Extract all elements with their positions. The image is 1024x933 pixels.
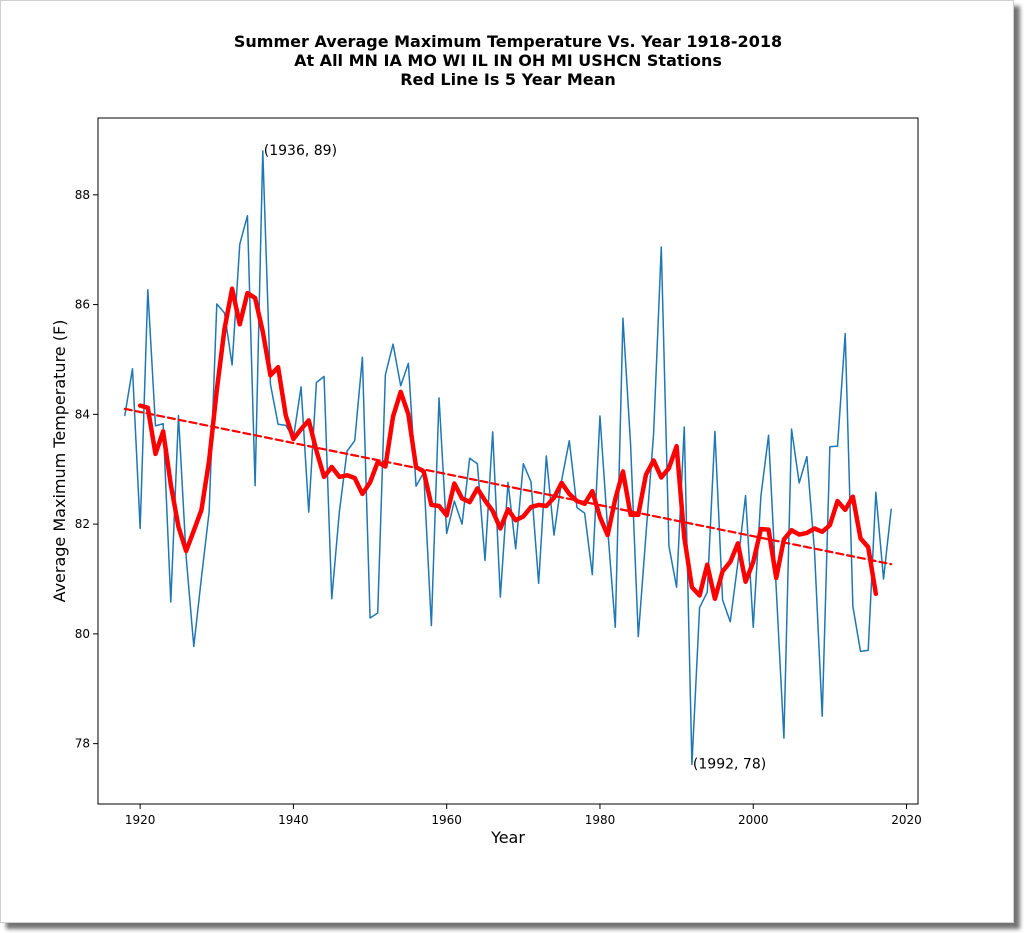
annotation-label: (1936, 89) xyxy=(264,143,337,159)
x-tick-label: 2000 xyxy=(738,813,769,827)
y-tick-label: 84 xyxy=(75,407,90,421)
x-axis-label: Year xyxy=(490,828,525,847)
y-tick-label: 82 xyxy=(75,517,90,531)
annual-series-line xyxy=(124,150,892,766)
plot-area: (1936, 89) (1992, 78) xyxy=(123,143,893,772)
five-year-mean-line xyxy=(137,286,879,601)
plot-frame xyxy=(97,117,919,805)
y-tick-label: 80 xyxy=(75,627,90,641)
y-tick-label: 78 xyxy=(75,737,90,751)
axis-ticks: 1920 1940 1960 1980 2000 2020 78 80 82 84 86 88 xyxy=(75,188,922,827)
chart-title-line-1: Summer Average Maximum Temperature Vs. Y… xyxy=(234,32,782,51)
chart-title-line-3: Red Line Is 5 Year Mean xyxy=(400,70,616,89)
y-tick-label: 88 xyxy=(75,188,90,202)
x-tick-label: 1980 xyxy=(585,813,616,827)
x-tick-label: 2020 xyxy=(891,813,922,827)
annotation-label: (1992, 78) xyxy=(693,756,766,772)
trend-line xyxy=(123,407,893,566)
x-tick-label: 1920 xyxy=(125,813,156,827)
chart-title-line-2: At All MN IA MO WI IL IN OH MI USHCN Sta… xyxy=(294,51,722,70)
x-tick-label: 1940 xyxy=(278,813,309,827)
x-tick-label: 1960 xyxy=(431,813,462,827)
y-axis-label: Average Maximum Temperature (F) xyxy=(50,320,69,603)
y-tick-label: 86 xyxy=(75,298,90,312)
